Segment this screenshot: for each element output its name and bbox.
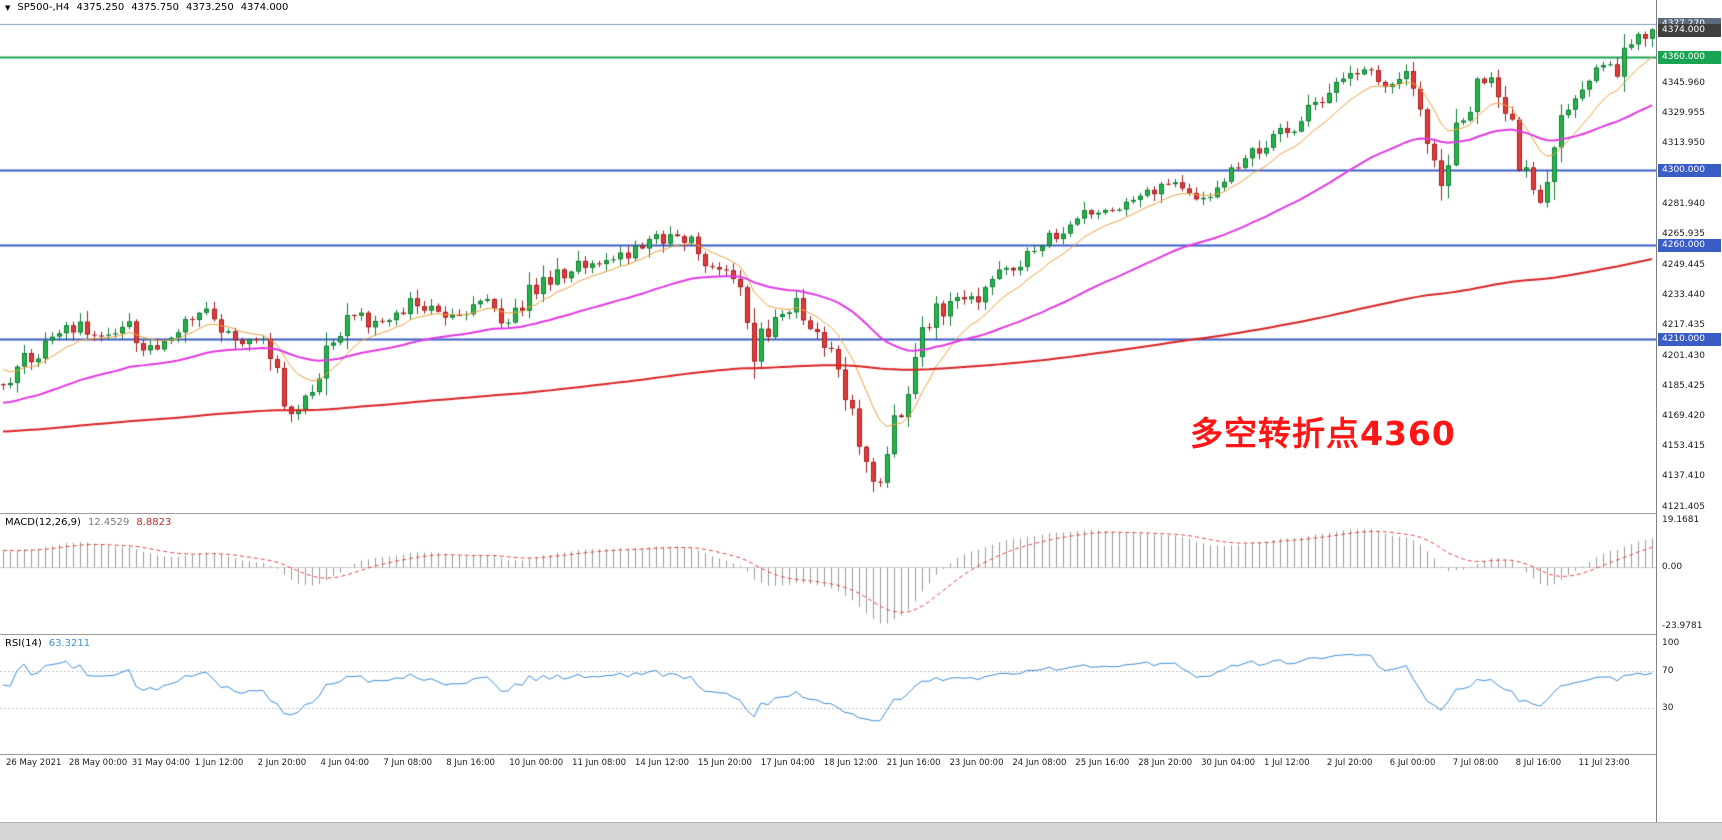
price-axis-label: 4281.940 <box>1662 198 1705 209</box>
ohlc-close-value: 4374.000 <box>240 2 289 13</box>
time-axis-label: 15 Jun 20:00 <box>697 758 752 768</box>
time-axis-label: 28 Jun 20:00 <box>1138 758 1193 768</box>
price-tag: 4360.000 <box>1658 50 1721 64</box>
time-axis-label: 7 Jul 08:00 <box>1452 758 1499 768</box>
pane-divider[interactable] <box>0 754 1722 755</box>
macd-indicator-name: MACD(12,26,9) <box>5 517 81 528</box>
macd-main-value: 12.4529 <box>87 517 130 528</box>
time-axis-label: 11 Jul 23:00 <box>1578 758 1630 768</box>
symbol-period-label: SP500-,H4 <box>17 2 70 13</box>
ohlc-open-value: 4375.250 <box>76 2 125 13</box>
time-axis-label: 17 Jun 04:00 <box>760 758 815 768</box>
rsi-axis-label: 100 <box>1662 638 1680 648</box>
time-axis-label: 8 Jul 16:00 <box>1515 758 1562 768</box>
macd-axis-label: 0.00 <box>1662 562 1683 573</box>
price-axis-label: 4121.405 <box>1662 501 1705 512</box>
time-axis-label: 23 Jun 00:00 <box>949 758 1004 768</box>
time-axis-label: 2 Jun 20:00 <box>257 758 307 768</box>
ohlc-high-value: 4375.750 <box>131 2 179 13</box>
price-scale[interactable]: 4345.960 4329.955 4313.950 4281.940 4265.935… <box>1656 0 1722 822</box>
price-axis-label: 4217.435 <box>1662 320 1705 331</box>
macd-axis-label: 19.1681 <box>1662 515 1700 525</box>
time-axis-label: 4 Jun 04:00 <box>320 758 370 768</box>
rsi-indicator-name: RSI(14) <box>5 638 42 649</box>
price-axis-label: 4329.955 <box>1662 108 1705 119</box>
time-axis[interactable]: 26 May 2021 28 May 00:00 31 May 04:00 1 Jun… <box>0 756 1656 774</box>
price-axis-label: 4201.430 <box>1662 350 1705 361</box>
price-axis-label: 4345.960 <box>1662 78 1705 89</box>
price-tag: 4300.000 <box>1658 163 1721 177</box>
time-axis-label: 21 Jun 16:00 <box>886 758 941 768</box>
time-axis-label: 18 Jun 12:00 <box>823 758 878 768</box>
chart-annotation: 多空转折点4360 <box>1190 414 1456 454</box>
chart-header: ▼ SP500-,H4 4375.250 4375.750 4373.250 4… <box>5 2 288 13</box>
rsi-indicator-label: RSI(14) 63.3211 <box>5 638 90 649</box>
price-chart-canvas[interactable] <box>0 0 1656 513</box>
bottom-bar <box>0 822 1722 840</box>
macd-panel-canvas[interactable] <box>0 514 1656 634</box>
time-axis-label: 24 Jun 08:00 <box>1012 758 1067 768</box>
rsi-axis-label: 70 <box>1662 665 1674 676</box>
time-axis-label: 11 Jun 08:00 <box>572 758 627 768</box>
time-axis-label: 14 Jun 12:00 <box>635 758 689 768</box>
price-tag: 4260.000 <box>1658 239 1721 253</box>
macd-axis-label: -23.9781 <box>1662 621 1703 631</box>
price-axis-label: 4153.415 <box>1662 441 1705 452</box>
time-axis-label: 8 Jun 16:00 <box>446 758 495 768</box>
chevron-down-icon[interactable]: ▼ <box>5 3 11 12</box>
price-axis-label: 4137.410 <box>1662 471 1705 482</box>
price-axis-label: 4265.935 <box>1662 228 1705 239</box>
time-axis-label: 6 Jul 00:00 <box>1389 758 1436 768</box>
macd-indicator-label: MACD(12,26,9) 12.4529 8.8823 <box>5 517 171 528</box>
pane-divider[interactable] <box>0 513 1722 514</box>
time-axis-label: 10 Jun 00:00 <box>509 758 564 768</box>
rsi-axis-label: 30 <box>1662 703 1674 714</box>
time-axis-label: 7 Jun 08:00 <box>383 758 432 768</box>
time-axis-label: 25 Jun 16:00 <box>1075 758 1130 768</box>
time-axis-label: 1 Jun 12:00 <box>194 758 244 768</box>
price-tag: 4374.000 <box>1658 24 1721 38</box>
time-axis-label: 1 Jul 12:00 <box>1264 758 1310 768</box>
macd-signal-value: 8.8823 <box>136 517 172 528</box>
price-axis-label: 4313.950 <box>1662 138 1705 149</box>
price-axis-label: 4169.420 <box>1662 411 1705 422</box>
rsi-value: 63.3211 <box>48 638 91 649</box>
price-axis-label: 4249.445 <box>1662 260 1705 271</box>
time-axis-label: 28 May 00:00 <box>68 758 128 768</box>
time-axis-label: 2 Jul 20:00 <box>1326 758 1373 768</box>
price-tag: 4210.000 <box>1658 333 1721 347</box>
time-axis-label: 26 May 2021 <box>6 758 62 768</box>
rsi-panel-canvas[interactable] <box>0 635 1656 754</box>
price-axis-label: 4185.425 <box>1662 380 1705 391</box>
time-axis-label: 30 Jun 04:00 <box>1201 758 1256 768</box>
price-axis-label: 4233.440 <box>1662 290 1705 301</box>
pane-divider[interactable] <box>0 634 1722 635</box>
ohlc-low-value: 4373.250 <box>185 2 234 13</box>
time-axis-label: 31 May 04:00 <box>131 758 191 768</box>
